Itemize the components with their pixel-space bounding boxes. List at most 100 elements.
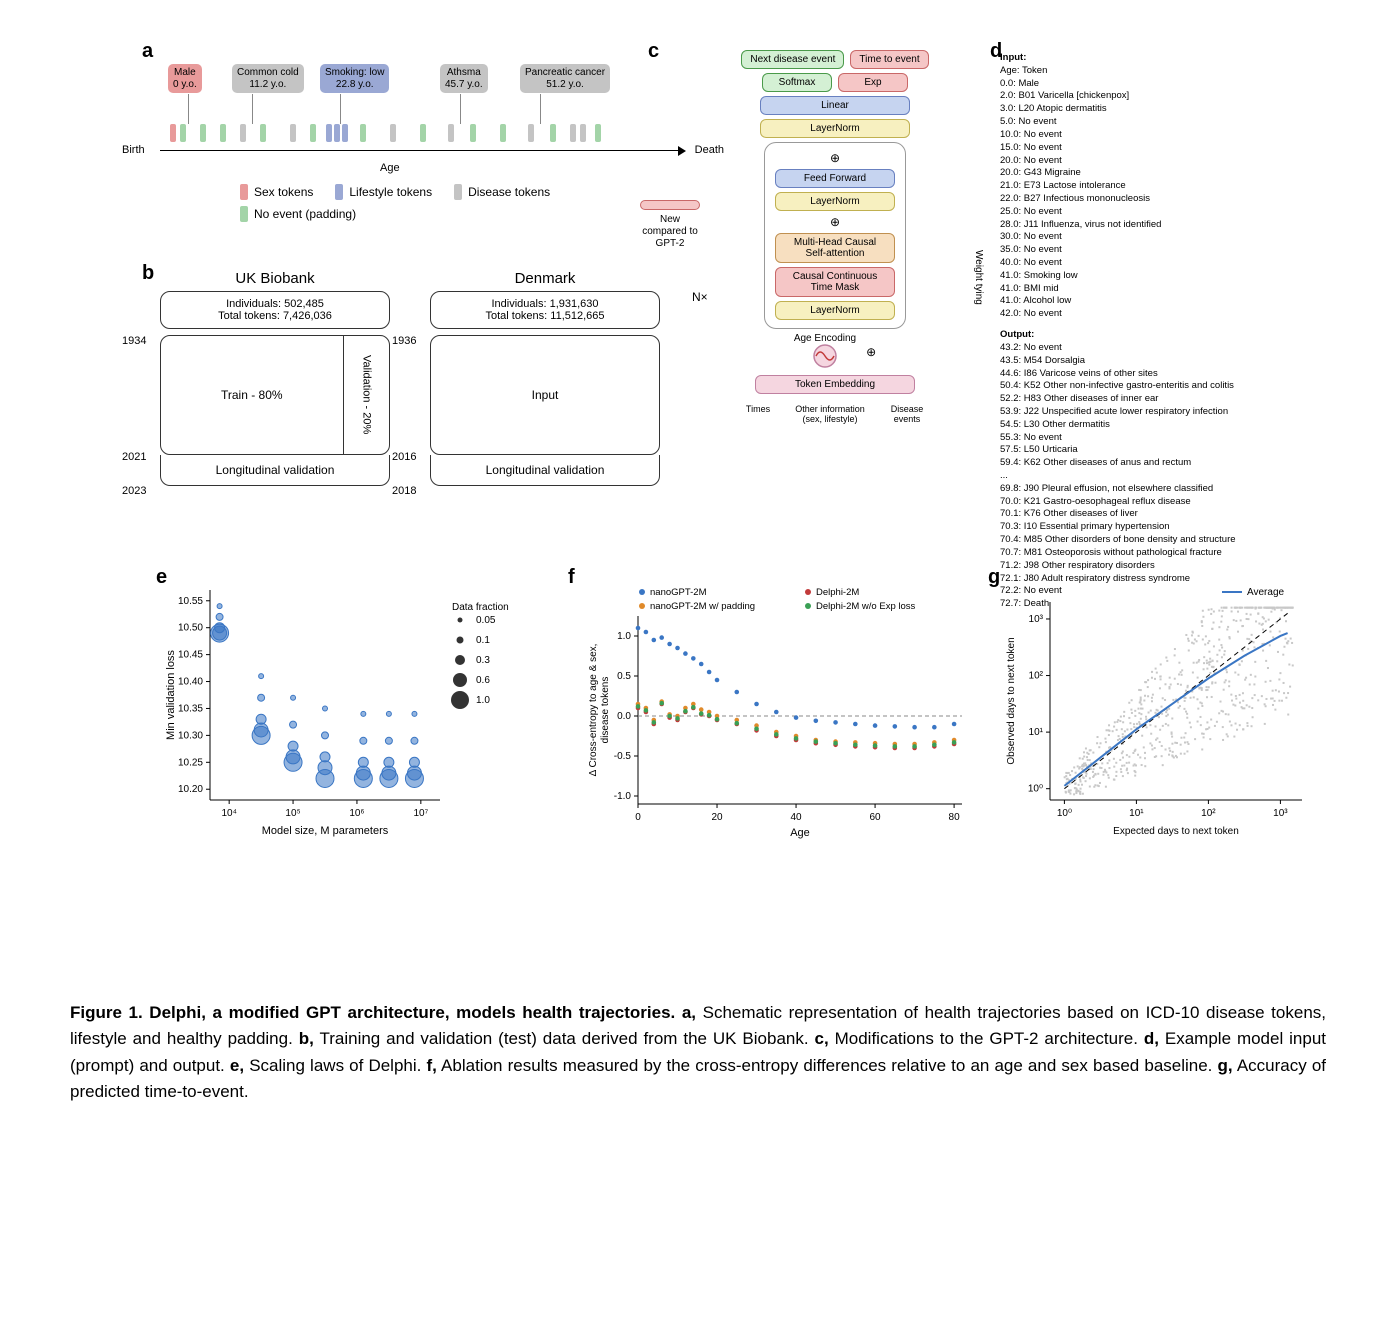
timeline-tick	[595, 124, 601, 142]
panel-label-g: g	[988, 566, 1000, 589]
legend-item: Disease tokens	[454, 184, 550, 200]
panel-e: 10.2010.2510.3010.3510.4010.4510.5010.55…	[160, 580, 540, 840]
svg-text:10.55: 10.55	[178, 596, 203, 607]
panel-d: Input:Age: Token0.0: Male2.0: B01 Varice…	[1000, 50, 1330, 580]
svg-text:Min validation loss: Min validation loss	[165, 650, 177, 740]
dataset-column: DenmarkIndividuals: 1,931,630Total token…	[430, 270, 660, 486]
panel-g: 10⁰10⁰10¹10¹10²10²10³10³Observed days to…	[1000, 580, 1310, 840]
svg-text:10¹: 10¹	[1029, 727, 1044, 738]
timeline-tick	[170, 124, 176, 142]
blk-layernorm-3: LayerNorm	[775, 301, 895, 320]
svg-text:1.0: 1.0	[617, 631, 631, 642]
svg-text:10⁷: 10⁷	[413, 808, 428, 819]
panel-label-b: b	[142, 262, 154, 285]
svg-text:10.30: 10.30	[178, 730, 203, 741]
svg-text:1.0: 1.0	[476, 695, 490, 706]
timeline-tag: Athsma45.7 y.o.	[440, 64, 488, 93]
timeline-tick	[290, 124, 296, 142]
blk-feedforward: Feed Forward	[775, 169, 895, 188]
svg-text:Δ Cross-entropy to age & sex,: Δ Cross-entropy to age & sex,	[588, 644, 599, 777]
transformer-block: ⊕ Feed Forward LayerNorm ⊕ Multi-Head Ca…	[764, 142, 906, 329]
svg-text:20: 20	[711, 812, 723, 823]
ablation-chart: -1.0-0.50.00.51.0020406080Δ Cross-entrop…	[580, 580, 970, 840]
svg-text:0.05: 0.05	[476, 615, 496, 626]
svg-text:Delphi-2M: Delphi-2M	[816, 587, 859, 598]
age-encoding-label: Age Encoding	[794, 333, 856, 371]
svg-text:10¹: 10¹	[1129, 808, 1144, 819]
svg-text:0.6: 0.6	[476, 675, 490, 686]
blk-time-to-event: Time to event	[850, 50, 928, 69]
architecture-stack: Next disease event Time to event Softmax…	[700, 50, 970, 424]
svg-text:10³: 10³	[1029, 614, 1044, 625]
bottom-label-times: Times	[738, 404, 778, 424]
svg-text:nanoGPT-2M w/ padding: nanoGPT-2M w/ padding	[650, 601, 755, 612]
blk-softmax: Softmax	[762, 73, 832, 92]
timeline-tick	[326, 124, 332, 142]
svg-text:Age: Age	[790, 827, 810, 839]
panel-c: New compared to GPT-2 N× Weight tying Ne…	[700, 50, 970, 560]
timeline-tick	[448, 124, 454, 142]
timeline-tick	[342, 124, 348, 142]
bottom-label-other: Other information (sex, lifestyle)	[790, 404, 870, 424]
svg-text:0.1: 0.1	[476, 635, 490, 646]
timeline-tick	[260, 124, 266, 142]
age-axis-label: Age	[380, 162, 400, 174]
blk-linear: Linear	[760, 96, 910, 115]
timeline-tick	[550, 124, 556, 142]
nx-label: N×	[692, 290, 708, 304]
svg-text:10³: 10³	[1273, 808, 1288, 819]
timeline-tick	[200, 124, 206, 142]
svg-text:0.5: 0.5	[617, 671, 631, 682]
svg-text:10.35: 10.35	[178, 703, 203, 714]
timeline: Birth Death Age Male0 y.o.Common cold11.…	[160, 50, 680, 140]
scaling-chart: 10.2010.2510.3010.3510.4010.4510.5010.55…	[160, 580, 540, 840]
svg-text:Model size, M parameters: Model size, M parameters	[262, 825, 389, 837]
timeline-tick	[470, 124, 476, 142]
blk-layernorm-top: LayerNorm	[760, 119, 910, 138]
timeline-tick	[180, 124, 186, 142]
svg-text:10⁴: 10⁴	[221, 808, 236, 819]
timeline-tick	[500, 124, 506, 142]
timeline-tick	[240, 124, 246, 142]
calibration-chart: 10⁰10⁰10¹10¹10²10²10³10³Observed days to…	[1000, 580, 1310, 840]
svg-text:10.45: 10.45	[178, 650, 203, 661]
svg-text:Data fraction: Data fraction	[452, 602, 509, 613]
panel-f: -1.0-0.50.00.51.0020406080Δ Cross-entrop…	[580, 580, 970, 840]
legend-item: No event (padding)	[240, 206, 356, 222]
birth-label: Birth	[122, 144, 145, 156]
dataset-column: UK BiobankIndividuals: 502,485Total toke…	[160, 270, 390, 486]
timeline-tick	[570, 124, 576, 142]
timeline-tick	[334, 124, 340, 142]
blk-attention: Multi-Head Causal Self-attention	[775, 233, 895, 263]
sinusoid-icon	[813, 344, 837, 368]
panel-label-f: f	[568, 566, 575, 589]
timeline-tick	[220, 124, 226, 142]
svg-text:Average: Average	[1247, 587, 1285, 598]
svg-text:80: 80	[949, 812, 961, 823]
svg-text:Delphi-2M w/o Exp loss: Delphi-2M w/o Exp loss	[816, 601, 916, 612]
timeline-tick	[528, 124, 534, 142]
svg-text:Expected days to next token: Expected days to next token	[1113, 826, 1239, 837]
svg-text:disease tokens: disease tokens	[600, 677, 611, 744]
svg-text:-1.0: -1.0	[614, 791, 632, 802]
blk-next-disease: Next disease event	[741, 50, 844, 69]
blk-exp: Exp	[838, 73, 908, 92]
blk-timemask: Causal Continuous Time Mask	[775, 267, 895, 297]
svg-text:0.3: 0.3	[476, 655, 490, 666]
timeline-tag: Pancreatic cancer51.2 y.o.	[520, 64, 610, 93]
svg-text:nanoGPT-2M: nanoGPT-2M	[650, 587, 707, 598]
timeline-tag: Male0 y.o.	[168, 64, 202, 93]
panel-a-legend: Sex tokensLifestyle tokensDisease tokens…	[240, 184, 680, 222]
svg-text:10⁰: 10⁰	[1057, 808, 1072, 819]
svg-text:-0.5: -0.5	[614, 751, 632, 762]
panel-a: Birth Death Age Male0 y.o.Common cold11.…	[160, 50, 680, 230]
new-compared-label: New compared to GPT-2	[640, 200, 700, 250]
svg-text:10⁶: 10⁶	[349, 808, 364, 819]
blk-token-emb: Token Embedding	[755, 375, 915, 394]
svg-text:10⁵: 10⁵	[285, 808, 300, 819]
timeline-tag: Smoking: low22.8 y.o.	[320, 64, 389, 93]
panel-label-a: a	[142, 40, 153, 63]
timeline-tick	[580, 124, 586, 142]
svg-text:60: 60	[870, 812, 882, 823]
svg-text:10.50: 10.50	[178, 623, 203, 634]
